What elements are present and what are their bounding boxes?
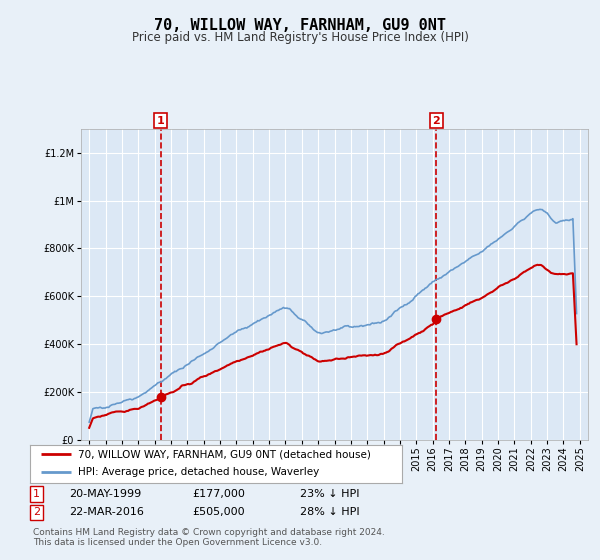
Text: Contains HM Land Registry data © Crown copyright and database right 2024.
This d: Contains HM Land Registry data © Crown c… <box>33 528 385 547</box>
Text: 1: 1 <box>157 116 164 125</box>
Text: HPI: Average price, detached house, Waverley: HPI: Average price, detached house, Wave… <box>79 467 320 477</box>
Text: £177,000: £177,000 <box>192 489 245 499</box>
Text: 20-MAY-1999: 20-MAY-1999 <box>69 489 141 499</box>
Text: 22-MAR-2016: 22-MAR-2016 <box>69 507 144 517</box>
Text: 70, WILLOW WAY, FARNHAM, GU9 0NT: 70, WILLOW WAY, FARNHAM, GU9 0NT <box>154 18 446 33</box>
Text: 28% ↓ HPI: 28% ↓ HPI <box>300 507 359 517</box>
Text: 2: 2 <box>33 507 40 517</box>
Text: £505,000: £505,000 <box>192 507 245 517</box>
Text: 1: 1 <box>33 489 40 499</box>
Text: 70, WILLOW WAY, FARNHAM, GU9 0NT (detached house): 70, WILLOW WAY, FARNHAM, GU9 0NT (detach… <box>79 449 371 459</box>
Text: 2: 2 <box>433 116 440 125</box>
Text: 23% ↓ HPI: 23% ↓ HPI <box>300 489 359 499</box>
Text: Price paid vs. HM Land Registry's House Price Index (HPI): Price paid vs. HM Land Registry's House … <box>131 31 469 44</box>
